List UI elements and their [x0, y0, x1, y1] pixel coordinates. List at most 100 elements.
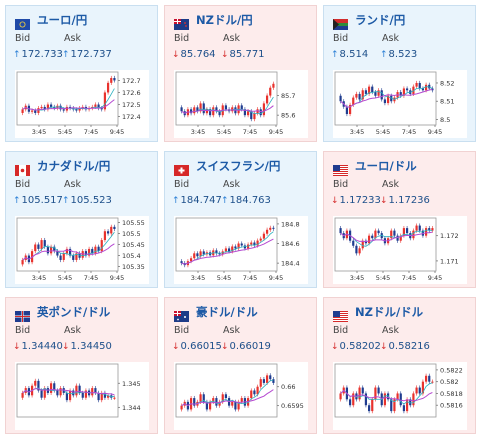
candle-body [240, 398, 243, 402]
price-chart[interactable]: 8.52 8.51 8.5 3:45 5:45 7:45 9:45 [333, 70, 467, 138]
pair-title[interactable]: ランド/円 [355, 13, 406, 27]
candle-body [231, 401, 234, 406]
x-tick-label: 9:45 [269, 274, 284, 282]
moving-average-long [340, 88, 433, 108]
bid-arrow-icon: ↓ [13, 342, 21, 352]
pair-title[interactable]: スイスフラン/円 [196, 159, 281, 173]
pair-title[interactable]: 豪ドル/ドル [196, 305, 258, 319]
rate-card[interactable]: NZドル/円 Bid Ask ↓85.764 ↓85.771 85.7 85.6 3… [164, 5, 317, 142]
candlestick-chart: 0.5822 0.582 0.5818 0.5816 [333, 362, 467, 430]
pair-title[interactable]: 英ポンド/ドル [37, 305, 111, 319]
price-chart[interactable]: 1.172 1.171 3:45 5:45 7:45 9:45 [333, 216, 467, 284]
candle-body [367, 235, 371, 244]
candle-body [208, 109, 212, 116]
card-header: 英ポンド/ドル [15, 303, 111, 322]
rate-card[interactable]: ユーロ/円 Bid Ask ↑172.733 ↑172.737 172.7 172… [5, 5, 158, 142]
bid-number: 0.66015 [180, 341, 222, 352]
candle-body [415, 387, 418, 394]
ask-value: ↓0.58216 [380, 341, 430, 352]
candle-body [386, 95, 390, 104]
candle-body [262, 379, 266, 383]
candle-body [269, 375, 272, 380]
x-tick-label: 7:45 [402, 128, 417, 136]
candlestick-chart: 184.8 184.6 184.4 3:45 5:45 7:45 9:45 [174, 216, 308, 284]
candle-body [34, 110, 37, 113]
rate-card[interactable]: ユーロ/ドル Bid Ask ↓1.17233 ↓1.17236 1.172 1.… [323, 151, 476, 288]
candle-body [412, 393, 415, 406]
x-tick-label: 7:45 [243, 128, 258, 136]
candle-body [224, 394, 228, 399]
y-tick-label: 85.6 [281, 112, 295, 120]
candle-body [227, 248, 231, 252]
bid-arrow-icon: ↓ [172, 50, 180, 60]
candle-body [399, 235, 402, 241]
candle-body [180, 261, 183, 264]
candle-body [100, 108, 103, 110]
candle-body [265, 95, 269, 104]
y-tick-label: 1.345 [122, 380, 141, 388]
ask-label: Ask [64, 179, 81, 190]
candle-body [110, 226, 113, 234]
price-chart[interactable]: 0.5822 0.582 0.5818 0.5816 [333, 362, 467, 430]
candle-body [237, 243, 240, 249]
candle-body [43, 240, 46, 247]
y-tick-label: 105.45 [122, 241, 145, 249]
candle-body [49, 104, 53, 107]
price-chart[interactable]: 184.8 184.6 184.4 3:45 5:45 7:45 9:45 [174, 216, 308, 284]
rate-card[interactable]: 英ポンド/ドル Bid Ask ↓1.34440 ↓1.34450 1.345 1… [5, 297, 158, 434]
candle-body [21, 392, 24, 398]
candle-body [180, 107, 183, 112]
candle-body [205, 109, 209, 114]
candle-body [110, 78, 113, 83]
candle-body [253, 390, 256, 395]
candle-body [253, 242, 256, 246]
bid-label: Bid [174, 325, 190, 336]
plot-frame [334, 71, 437, 126]
price-chart[interactable]: 85.7 85.6 3:45 5:45 7:45 9:45 [174, 70, 308, 138]
candle-body [234, 246, 237, 249]
bid-number: 172.733 [21, 49, 63, 60]
ask-number: 8.523 [388, 49, 418, 60]
candle-body [100, 392, 103, 401]
pair-title[interactable]: NZドル/円 [196, 13, 253, 27]
candle-body [374, 92, 377, 96]
card-header: ランド/円 [333, 11, 406, 30]
candle-body [202, 394, 205, 402]
price-chart[interactable]: 1.345 1.344 [15, 362, 149, 430]
candle-body [40, 240, 43, 249]
moving-average-long [22, 99, 115, 111]
candle-body [78, 108, 81, 111]
candle-body [97, 392, 100, 401]
bid-number: 105.517 [21, 195, 63, 206]
ask-label: Ask [64, 33, 81, 44]
candle-body [103, 231, 107, 241]
moving-average-long [340, 231, 433, 243]
candle-body [396, 235, 399, 241]
candle-body [180, 405, 183, 410]
x-tick-label: 9:45 [110, 128, 125, 136]
candle-body [339, 393, 342, 400]
price-chart[interactable]: 172.7 172.6 172.5 172.4 3:45 5:45 7:45 9:45 [15, 70, 149, 138]
price-chart[interactable]: 0.66 0.6595 [174, 362, 308, 430]
candle-body [231, 246, 234, 252]
candle-body [361, 90, 364, 100]
pair-title[interactable]: ユーロ/円 [37, 13, 88, 27]
candle-body [106, 231, 110, 234]
candle-body [62, 253, 65, 260]
candle-body [409, 399, 412, 406]
pair-title[interactable]: カナダドル/円 [37, 159, 111, 173]
flag-icon [333, 161, 348, 176]
bid-number: 8.514 [339, 49, 369, 60]
rate-card[interactable]: スイスフラン/円 Bid Ask ↑184.747 ↑184.763 184.8… [164, 151, 317, 288]
rate-card[interactable]: ランド/円 Bid Ask ↑8.514 ↑8.523 8.52 8.51 8.5 3… [323, 5, 476, 142]
rate-card[interactable]: 豪ドル/ドル Bid Ask ↓0.66015 ↓0.66019 0.66 0.6… [164, 297, 317, 434]
chart-background [174, 70, 308, 138]
card-header: ユーロ/ドル [333, 157, 417, 176]
pair-title[interactable]: NZドル/ドル [355, 305, 424, 319]
rate-card[interactable]: NZドル/ドル Bid Ask ↓0.58202 ↓0.58216 0.5822… [323, 297, 476, 434]
price-chart[interactable]: 105.55 105.5 105.45 105.4 105.35 3:45 5:45 7:45… [15, 216, 149, 284]
ask-arrow-icon: ↑ [62, 50, 70, 60]
card-header: スイスフラン/円 [174, 157, 281, 176]
pair-title[interactable]: ユーロ/ドル [355, 159, 417, 173]
rate-card[interactable]: カナダドル/円 Bid Ask ↑105.517 ↑105.523 105.55… [5, 151, 158, 288]
